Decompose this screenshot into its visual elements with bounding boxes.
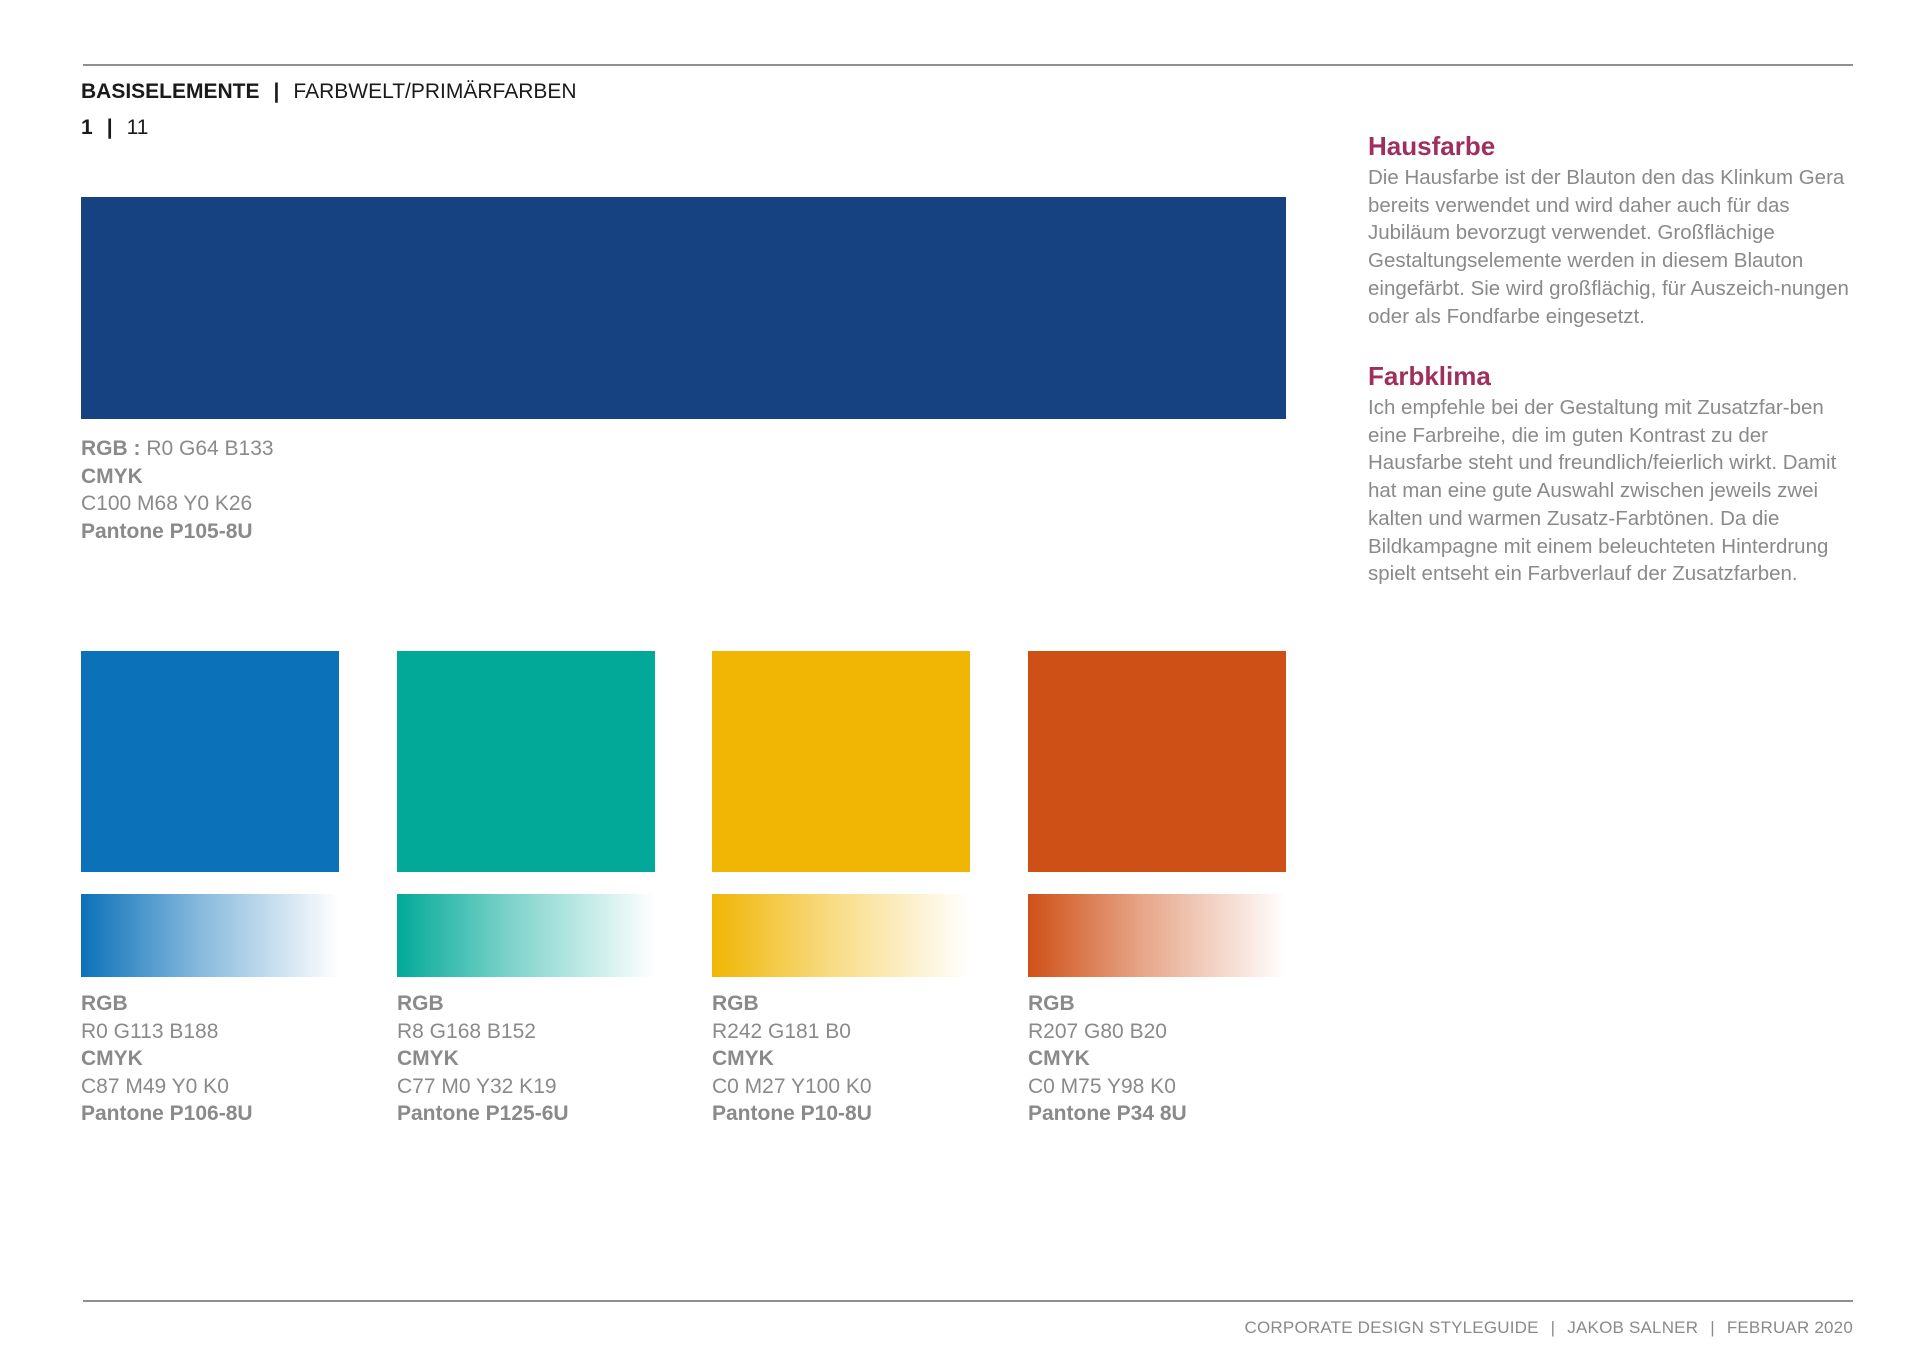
farbklima-heading: Farbklima [1368,361,1491,391]
footer-separator: | [1710,1318,1715,1337]
rgb-label: RGB [81,992,128,1015]
hausfarbe-text: Die Hausfarbe ist der Blauton den das Kl… [1368,166,1849,328]
cmyk-label: CMYK [712,1047,774,1070]
main-color-spec: RGB : R0 G64 B133 CMYK C100 M68 Y0 K26 P… [81,435,274,545]
rgb-value: R8 G168 B152 [397,1019,536,1043]
cmyk-label: CMYK [397,1047,459,1070]
gradient-swatch-teal [397,894,655,977]
cmyk-value: C87 M49 Y0 K0 [81,1074,229,1098]
page-current: 1 [81,116,93,139]
rgb-value: R0 G113 B188 [81,1019,219,1043]
rgb-label: RGB [397,992,444,1015]
page-header: BASISELEMENTE | FARBWELT/PRIMÄRFARBEN [81,80,577,104]
cmyk-value: C100 M68 Y0 K26 [81,492,253,515]
footer-date: FEBRUAR 2020 [1726,1318,1853,1337]
rgb-label: RGB : [81,437,141,460]
pantone-value: Pantone P106-8U [81,1102,253,1125]
color-spec-blue: RGB R0 G113 B188 CMYK C87 M49 Y0 K0 Pant… [81,990,253,1128]
gradient-swatch-blue [81,894,339,977]
cmyk-label: CMYK [81,464,143,488]
rgb-label: RGB [1028,992,1075,1015]
pantone-value: Pantone P34 8U [1028,1102,1187,1125]
footer-author: JAKOB SALNER [1567,1318,1699,1337]
top-rule [83,64,1853,66]
color-spec-yellow: RGB R242 G181 B0 CMYK C0 M27 Y100 K0 Pan… [712,990,872,1128]
page-total: 11 [126,116,149,139]
rgb-value: R0 G64 B133 [146,437,274,460]
page-indicator: 1 | 11 [81,116,148,140]
color-swatch-blue [81,651,339,872]
color-swatch-yellow [712,651,970,872]
rgb-label: RGB [712,992,759,1015]
cmyk-label: CMYK [81,1047,143,1070]
gradient-swatch-orange [1028,894,1286,977]
section-title: BASISELEMENTE [81,80,260,103]
header-separator: | [273,80,280,103]
color-spec-orange: RGB R207 G80 B20 CMYK C0 M75 Y98 K0 Pant… [1028,990,1187,1128]
main-color-swatch [81,197,1286,419]
gradient-swatch-yellow [712,894,970,977]
subsection-title: FARBWELT/PRIMÄRFARBEN [293,80,577,103]
hausfarbe-heading: Hausfarbe [1368,131,1496,161]
farbklima-section: Farbklima Ich empfehle bei der Gestaltun… [1368,360,1858,588]
rgb-value: R207 G80 B20 [1028,1019,1167,1043]
footer-separator: | [1550,1318,1556,1337]
pantone-value: Pantone P125-6U [397,1102,569,1125]
cmyk-value: C77 M0 Y32 K19 [397,1074,557,1098]
page-footer: CORPORATE DESIGN STYLEGUIDE | JAKOB SALNER… [1245,1318,1853,1338]
pantone-value: Pantone P10-8U [712,1102,872,1125]
color-spec-teal: RGB R8 G168 B152 CMYK C77 M0 Y32 K19 Pan… [397,990,569,1128]
cmyk-label: CMYK [1028,1047,1090,1070]
footer-title: CORPORATE DESIGN STYLEGUIDE [1244,1318,1539,1337]
cmyk-value: C0 M27 Y100 K0 [712,1074,872,1098]
pantone-value: Pantone P105-8U [81,519,253,543]
rgb-value: R242 G181 B0 [712,1019,851,1043]
color-swatch-orange [1028,651,1286,872]
bottom-rule [83,1300,1853,1302]
farbklima-text: Ich empfehle bei der Gestaltung mit Zusa… [1368,396,1837,586]
page-separator: | [106,116,113,139]
color-swatch-teal [397,651,655,872]
cmyk-value: C0 M75 Y98 K0 [1028,1074,1176,1098]
hausfarbe-section: Hausfarbe Die Hausfarbe ist der Blauton … [1368,130,1858,330]
